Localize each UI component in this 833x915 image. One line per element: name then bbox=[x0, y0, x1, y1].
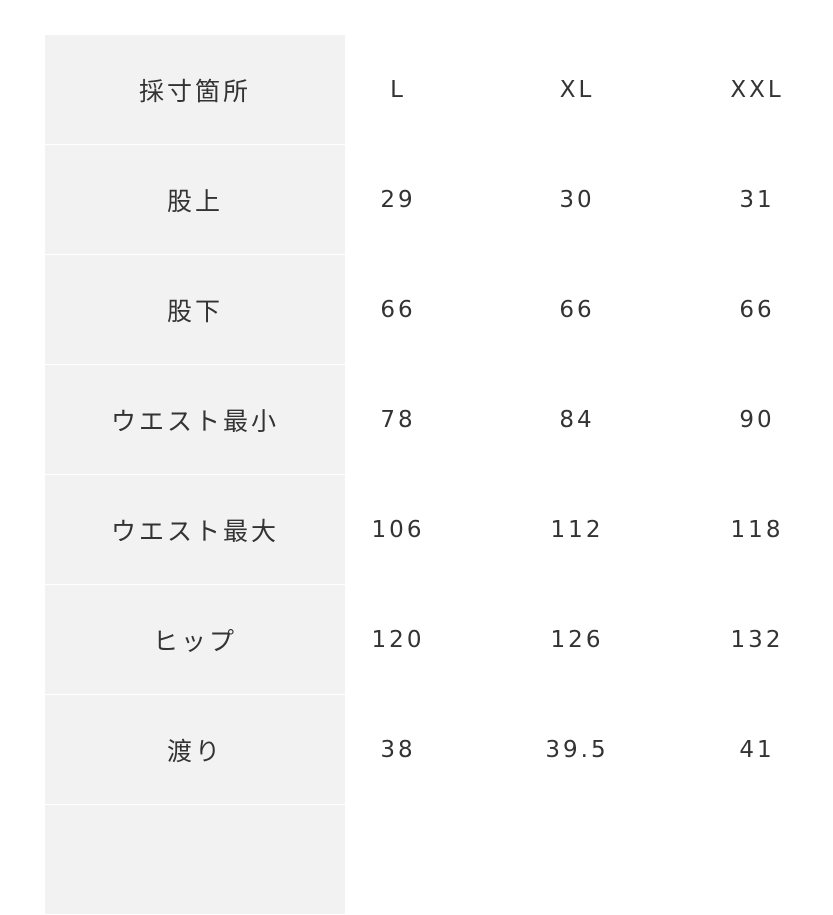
row-label: 股下 bbox=[45, 255, 345, 365]
row-label: 渡り bbox=[45, 695, 345, 805]
cell: 31 bbox=[739, 186, 775, 213]
cell: 41 bbox=[739, 736, 775, 763]
cell: 66 bbox=[559, 296, 595, 323]
table-row: ヒップ 120 126 132 bbox=[45, 585, 833, 695]
table-header-row: 採寸箇所 L XL XXL bbox=[45, 35, 833, 145]
header-label: 採寸箇所 bbox=[45, 35, 345, 145]
table-row: ウエスト最大 106 112 118 bbox=[45, 475, 833, 585]
cell: 29 bbox=[380, 186, 416, 213]
header-size-l: L bbox=[390, 76, 406, 103]
cell: 118 bbox=[730, 516, 784, 543]
header-size-xl: XL bbox=[559, 76, 595, 103]
cell: 84 bbox=[559, 406, 595, 433]
cell: 30 bbox=[559, 186, 595, 213]
row-label-empty bbox=[45, 805, 345, 915]
table-row: ウエスト最小 78 84 90 bbox=[45, 365, 833, 475]
size-table: 採寸箇所 L XL XXL 股上 29 30 31 股下 66 66 66 ウエ… bbox=[45, 35, 833, 915]
row-label: ウエスト最大 bbox=[45, 475, 345, 585]
cell: 112 bbox=[550, 516, 604, 543]
cell: 90 bbox=[739, 406, 775, 433]
row-label: ヒップ bbox=[45, 585, 345, 695]
row-label: 股上 bbox=[45, 145, 345, 255]
table-row: 股下 66 66 66 bbox=[45, 255, 833, 365]
cell: 120 bbox=[371, 626, 425, 653]
table-row: 股上 29 30 31 bbox=[45, 145, 833, 255]
cell: 126 bbox=[550, 626, 604, 653]
cell: 66 bbox=[739, 296, 775, 323]
cell: 106 bbox=[371, 516, 425, 543]
table-row-partial bbox=[45, 805, 833, 915]
cell: 39.5 bbox=[545, 736, 609, 763]
table-row: 渡り 38 39.5 41 bbox=[45, 695, 833, 805]
cell: 78 bbox=[380, 406, 416, 433]
row-label: ウエスト最小 bbox=[45, 365, 345, 475]
header-size-xxl: XXL bbox=[730, 76, 784, 103]
cell: 132 bbox=[730, 626, 784, 653]
cell: 66 bbox=[380, 296, 416, 323]
cell: 38 bbox=[380, 736, 416, 763]
